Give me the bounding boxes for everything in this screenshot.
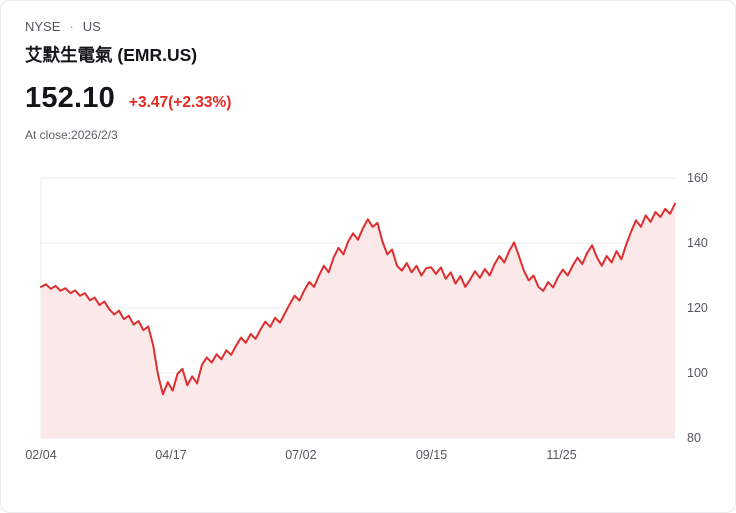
stock-title: 艾默生電氣 (EMR.US) (25, 45, 198, 65)
as-of-date: At close:2026/2/3 (25, 128, 118, 142)
x-axis-label: 07/02 (285, 448, 316, 462)
y-axis-label: 160 (687, 171, 708, 185)
y-axis-label: 140 (687, 236, 708, 250)
price-chart-svg[interactable]: 80 100 120 140 160 02/04 04/17 07/02 09/15 11/25 (25, 166, 713, 468)
exchange-info: NYSE · US (25, 19, 711, 34)
exchange-name: NYSE (25, 19, 61, 34)
y-axis-label: 100 (687, 366, 708, 380)
y-axis-label: 80 (687, 431, 701, 445)
region-label: US (82, 19, 101, 34)
price-line (40, 202, 676, 396)
price-change: +3.47(+2.33%) (128, 94, 232, 111)
separator-dot: · (69, 19, 74, 34)
price-row: 152.10 +3.47(+2.33%) (25, 82, 711, 115)
x-axis-label: 09/15 (416, 448, 447, 462)
x-axis-label: 02/04 (25, 448, 56, 462)
y-axis-label: 120 (687, 301, 708, 315)
current-price: 152.10 (25, 82, 115, 114)
price-chart[interactable]: 80 100 120 140 160 02/04 04/17 07/02 09/15 11/25 (25, 166, 711, 473)
price-area (41, 203, 675, 438)
x-axis-label: 11/25 (546, 448, 576, 462)
x-axis-label: 04/17 (155, 448, 186, 462)
